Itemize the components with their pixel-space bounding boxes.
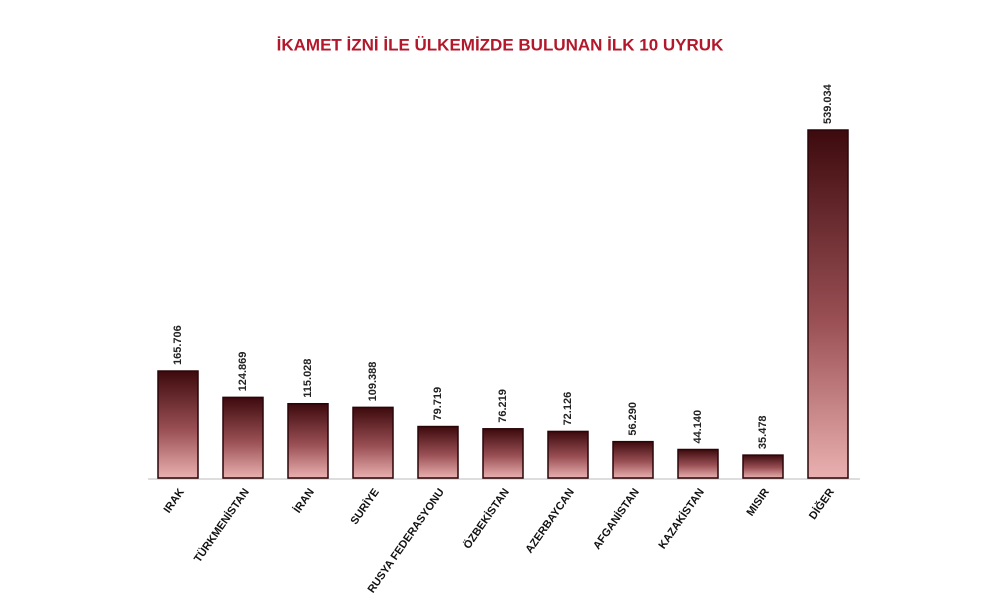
bar: [742, 454, 784, 479]
bar: [222, 396, 264, 479]
bar: [352, 406, 394, 479]
bar: [417, 425, 459, 479]
x-tick-label: KAZAKİSTAN: [656, 486, 707, 551]
bar: [157, 370, 199, 479]
x-tick-label: AZERBAYCAN: [523, 486, 576, 555]
value-label: 56.290: [627, 402, 639, 436]
value-label: 72.126: [562, 392, 574, 426]
x-tick-label: MISIR: [744, 486, 771, 518]
value-label: 115.028: [302, 359, 314, 398]
x-tick-label: ÖZBEKİSTAN: [461, 486, 512, 551]
x-tick-label: IRAK: [162, 486, 187, 515]
value-label: 165.706: [172, 325, 184, 365]
bar: [807, 129, 849, 479]
x-tick-label: TÜRKMENİSTAN: [191, 486, 252, 565]
bar: [547, 430, 589, 479]
value-label: 109.388: [367, 362, 379, 402]
x-tick-label: SURİYE: [348, 486, 382, 527]
chart-title: İKAMET İZNİ İLE ÜLKEMİZDE BULUNAN İLK 10…: [277, 35, 724, 54]
value-label: 124.869: [237, 352, 249, 392]
x-tick-label: AFGANİSTAN: [590, 486, 642, 552]
value-label: 539.034: [822, 83, 834, 124]
x-tick-label: İRAN: [291, 486, 317, 516]
bar: [612, 440, 654, 479]
value-label: 35.478: [757, 415, 769, 449]
value-label: 76.219: [497, 389, 509, 423]
x-tick-label: RUSYA FEDERASYONU: [366, 486, 447, 595]
value-label: 79.719: [432, 387, 444, 421]
bar: [287, 402, 329, 479]
x-tick-label: DİĞER: [806, 486, 837, 522]
value-label: 44.140: [692, 410, 704, 444]
bar: [677, 448, 719, 479]
bar: [482, 428, 524, 479]
